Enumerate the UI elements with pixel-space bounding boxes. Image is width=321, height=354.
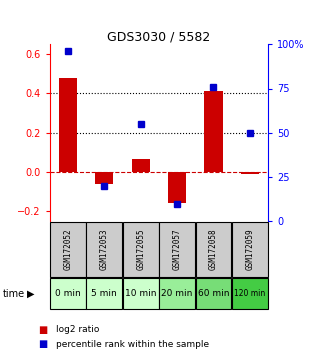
- Bar: [59, 78, 77, 172]
- Bar: [232, 278, 268, 309]
- Bar: [241, 172, 259, 175]
- Bar: [159, 278, 195, 309]
- Text: time: time: [3, 289, 25, 299]
- Text: ■: ■: [39, 339, 48, 349]
- Text: GSM172058: GSM172058: [209, 229, 218, 270]
- Bar: [50, 278, 86, 309]
- Text: ■: ■: [39, 325, 48, 335]
- Text: ▶: ▶: [27, 289, 34, 299]
- Bar: [95, 172, 113, 184]
- Text: 0 min: 0 min: [55, 289, 81, 298]
- Text: GSM172052: GSM172052: [64, 229, 73, 270]
- Bar: [204, 91, 222, 172]
- Text: GSM172053: GSM172053: [100, 229, 109, 270]
- Text: GSM172055: GSM172055: [136, 229, 145, 270]
- Bar: [123, 278, 159, 309]
- Bar: [232, 222, 268, 277]
- Bar: [195, 222, 231, 277]
- Text: log2 ratio: log2 ratio: [56, 325, 100, 335]
- Bar: [195, 278, 231, 309]
- Text: 5 min: 5 min: [91, 289, 117, 298]
- Text: 120 min: 120 min: [234, 289, 265, 298]
- Bar: [50, 222, 86, 277]
- Text: GSM172059: GSM172059: [245, 229, 254, 270]
- Text: 10 min: 10 min: [125, 289, 156, 298]
- Title: GDS3030 / 5582: GDS3030 / 5582: [107, 30, 211, 43]
- Bar: [123, 222, 159, 277]
- Text: 20 min: 20 min: [161, 289, 193, 298]
- Text: 60 min: 60 min: [198, 289, 229, 298]
- Bar: [132, 159, 150, 172]
- Bar: [168, 172, 186, 202]
- Bar: [86, 278, 122, 309]
- Text: GSM172057: GSM172057: [173, 229, 182, 270]
- Bar: [159, 222, 195, 277]
- Bar: [86, 222, 122, 277]
- Text: percentile rank within the sample: percentile rank within the sample: [56, 339, 209, 349]
